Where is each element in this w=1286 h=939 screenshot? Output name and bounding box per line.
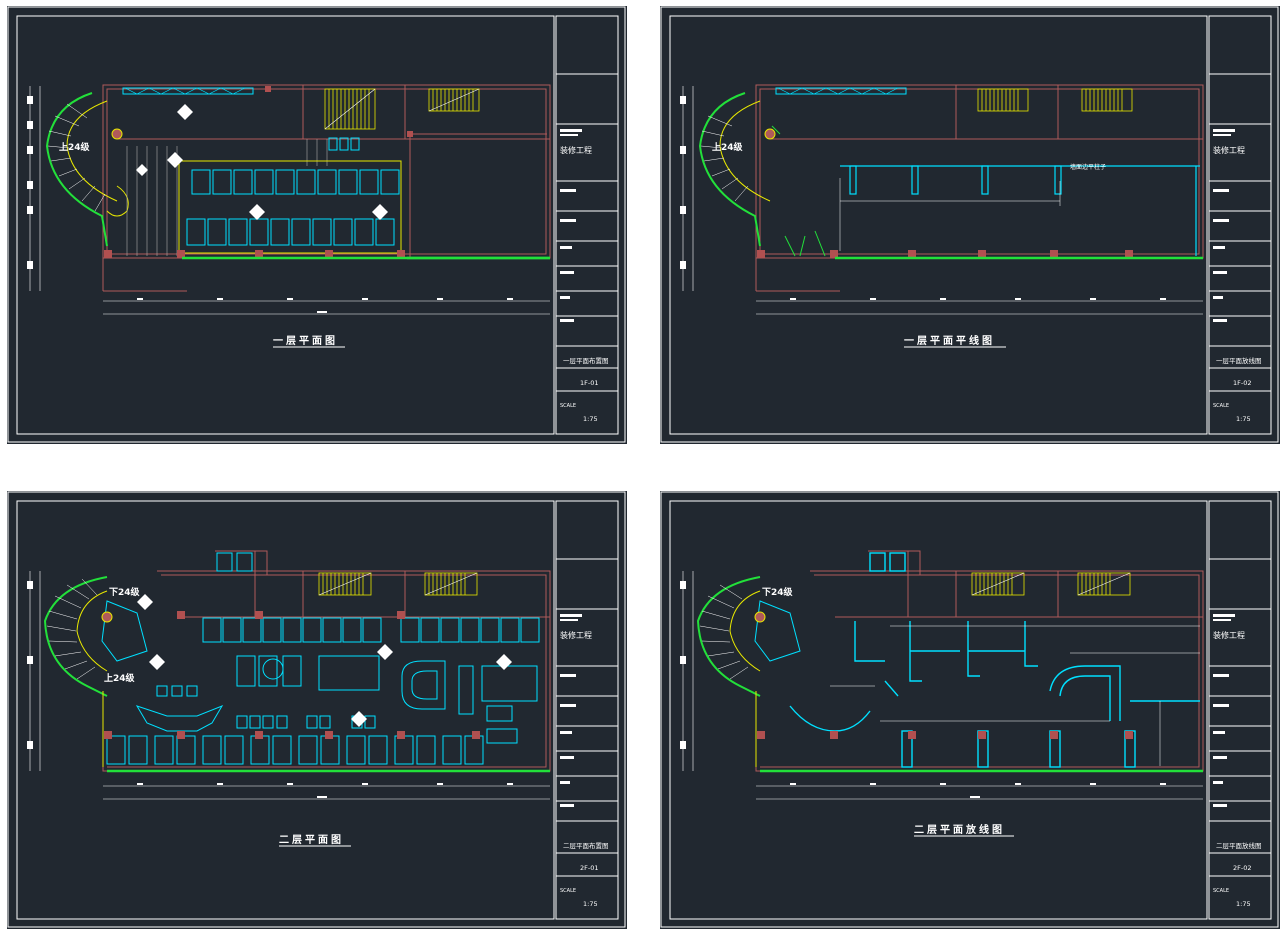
project-name: 装修工程 [560, 145, 592, 155]
drawing-sheet-2f-plan: 装修工程 二层平面布置图 2F-01 SCALE 1:75 [7, 491, 627, 929]
stair-label: 上24级 [59, 141, 91, 153]
scale-value: 1:75 [1236, 415, 1251, 423]
stair-label-down: 下24级 [109, 586, 141, 598]
drawing-sheet-1f-plan: 装修工程 一层平面布置图 1F-01 SCALE 1:75 [7, 6, 627, 444]
project-name: 装修工程 [1213, 630, 1245, 640]
drawing-name: 一层平面放线图 [1216, 356, 1262, 365]
scale-label: SCALE [1213, 403, 1229, 409]
scale-value: 1:75 [583, 900, 598, 908]
drawing-number: 1F-01 [580, 379, 599, 387]
drawing-name: 二层平面布置图 [563, 841, 609, 850]
stair-label-down: 下24级 [762, 586, 794, 598]
drawing-number: 2F-01 [580, 864, 599, 872]
drawing-title: 一层平面平线图 [904, 334, 995, 347]
sheet-1f-plan-svg: 装修工程 一层平面布置图 1F-01 SCALE 1:75 [7, 6, 626, 443]
scale-label: SCALE [560, 403, 576, 409]
drawing-number: 2F-02 [1233, 864, 1252, 872]
drawing-title: 二层平面图 [279, 834, 344, 846]
scale-value: 1:75 [1236, 900, 1251, 908]
drawing-sheet-2f-layout: 装修工程 二层平面放线图 2F-02 SCALE 1:75 [660, 491, 1280, 929]
stair-label-up: 上24级 [104, 672, 136, 684]
sheet-1f-ceiling-svg: 装修工程 一层平面放线图 1F-02 SCALE 1:75 [660, 6, 1279, 443]
drawing-sheet-1f-ceiling: 装修工程 一层平面放线图 1F-02 SCALE 1:75 [660, 6, 1280, 444]
stair-label: 上24级 [712, 141, 744, 153]
scale-label: SCALE [560, 888, 576, 894]
drawing-title: 一层平面图 [273, 335, 338, 347]
project-name: 装修工程 [1213, 145, 1245, 155]
project-name: 装修工程 [560, 630, 592, 640]
note-text: 墙面边平柱子 [1070, 163, 1106, 171]
drawing-name: 一层平面布置图 [563, 356, 609, 365]
drawing-number: 1F-02 [1233, 379, 1252, 387]
scale-label: SCALE [1213, 888, 1229, 894]
sheet-2f-layout-svg: 装修工程 二层平面放线图 2F-02 SCALE 1:75 [660, 491, 1279, 928]
drawing-title: 二层平面放线图 [914, 823, 1005, 836]
scale-value: 1:75 [583, 415, 598, 423]
drawing-name: 二层平面放线图 [1216, 841, 1262, 850]
sheet-2f-plan-svg: 装修工程 二层平面布置图 2F-01 SCALE 1:75 [7, 491, 626, 928]
